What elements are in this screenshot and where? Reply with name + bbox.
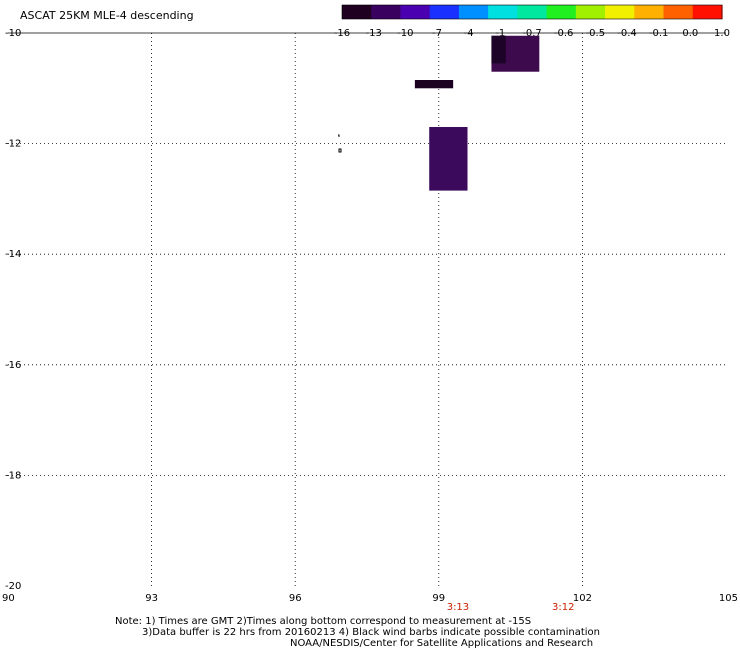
lat-tick-label: -20 xyxy=(5,581,21,592)
lon-tick-label: 90 xyxy=(2,593,15,604)
lon-tick-label: 99 xyxy=(432,593,445,604)
colorbar-segment xyxy=(634,5,665,19)
colorbar-segment xyxy=(488,5,518,19)
colorbar-label: -0.7 xyxy=(522,28,542,39)
colorbar-label: -4 xyxy=(464,28,474,39)
colorbar-label: -0.6 xyxy=(554,28,574,39)
wind-data-cell xyxy=(429,127,468,191)
colorbar-label: -0.1 xyxy=(649,28,669,39)
colorbar-segment xyxy=(458,5,489,19)
note-line-3: NOAA/NESDIS/Center for Satellite Applica… xyxy=(290,638,594,649)
colorbar-segment xyxy=(517,5,548,19)
colorbar-label: -7 xyxy=(432,28,442,39)
lon-tick-label: 105 xyxy=(719,593,738,604)
lon-tick-label: 93 xyxy=(145,593,158,604)
pass-time-label: 3:12 xyxy=(552,602,574,613)
note-line-2: 3)Data buffer is 22 hrs from 20160213 4)… xyxy=(142,627,600,638)
pass-time-label: 3:13 xyxy=(447,602,469,613)
colorbar-label: -0.5 xyxy=(586,28,606,39)
pass-times: 3:13 3:12 xyxy=(447,602,575,613)
colorbar-label: 0.0 xyxy=(682,28,698,39)
colorbar-label: -10 xyxy=(397,28,413,39)
colorbar-segment xyxy=(429,5,460,19)
colorbar: -16 -13 -10 -7 -4 -1 -0.7 -0.6 -0.5 -0.4 -0.1 0.0 1.… xyxy=(334,4,730,39)
lat-tick-label: -18 xyxy=(5,470,21,481)
lon-tick-label: 96 xyxy=(289,593,302,604)
colorbar-segment xyxy=(605,5,635,19)
colorbar-segment xyxy=(663,5,694,19)
colorbar-label: 1.0 xyxy=(714,28,730,39)
map-title: ASCAT 25KM MLE-4 descending xyxy=(20,9,194,22)
colorbar-label: -0.4 xyxy=(617,28,637,39)
wind-data-cell xyxy=(491,35,506,64)
colorbar-segment xyxy=(400,5,431,19)
island-outline xyxy=(338,134,342,153)
map-grid xyxy=(8,33,726,586)
wind-data-cell xyxy=(414,80,454,89)
colorbar-frame xyxy=(341,4,723,20)
lat-tick-label: -14 xyxy=(5,249,21,260)
lat-tick-label: -16 xyxy=(5,360,21,371)
colorbar-segment xyxy=(692,5,723,19)
lat-tick-label: -10 xyxy=(5,28,21,39)
note-line-1: Note: 1) Times are GMT 2)Times along bot… xyxy=(115,616,532,627)
colorbar-segment xyxy=(371,5,402,19)
colorbar-segment xyxy=(575,5,606,19)
colorbar-segment xyxy=(546,5,577,19)
lat-tick-label: -12 xyxy=(5,139,21,150)
colorbar-label: -13 xyxy=(365,28,381,39)
data-cells xyxy=(338,35,540,191)
colorbar-label: -1 xyxy=(495,28,505,39)
colorbar-segment xyxy=(342,5,372,19)
colorbar-label: -16 xyxy=(334,28,350,39)
lon-tick-label: 102 xyxy=(573,593,592,604)
